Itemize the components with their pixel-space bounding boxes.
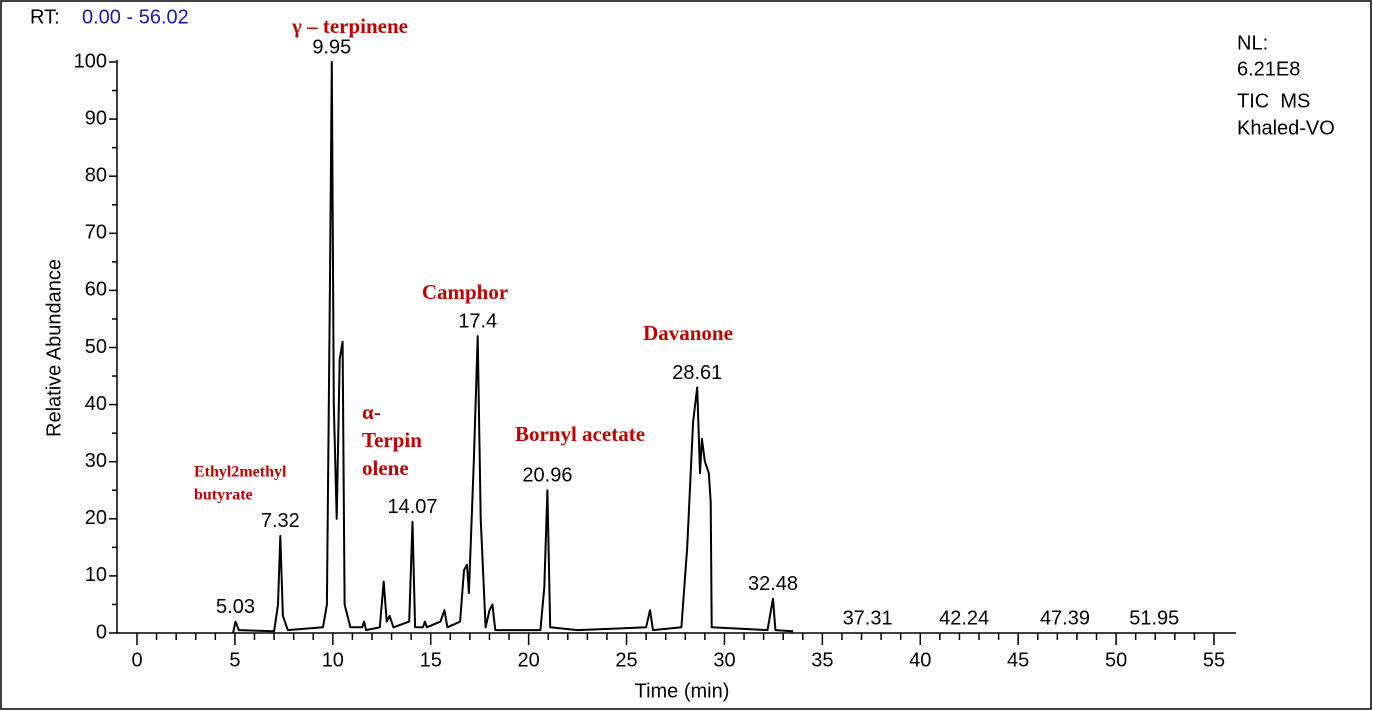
peak-label: 20.96 (522, 465, 572, 487)
x-tick-label: 40 (909, 649, 931, 671)
rt-label: RT: (30, 6, 60, 28)
compound-label: Terpin (362, 428, 422, 452)
info-line: NL: (1237, 32, 1268, 54)
x-axis-label: Time (min) (635, 680, 730, 702)
x-tick-label: 0 (131, 649, 142, 671)
y-tick-label: 100 (74, 50, 107, 72)
compound-label: butyrate (194, 487, 253, 504)
peak-label: 7.32 (261, 510, 300, 532)
y-tick-label: 60 (85, 279, 107, 301)
x-tick-label: 25 (615, 649, 637, 671)
compound-label: γ – terpinene (291, 14, 408, 38)
peak-label: 28.61 (672, 362, 722, 384)
x-tick-label: 55 (1203, 649, 1225, 671)
info-line: 6.21E8 (1237, 58, 1300, 80)
compound-label: Bornyl acetate (515, 422, 645, 446)
info-line: TIC MS (1237, 90, 1310, 112)
y-tick-label: 40 (85, 393, 107, 415)
y-tick-label: 80 (85, 164, 107, 186)
peak-label: 14.07 (387, 496, 437, 518)
y-tick-label: 90 (85, 107, 107, 129)
y-tick-label: 20 (85, 507, 107, 529)
y-tick-label: 70 (85, 222, 107, 244)
x-tick-label: 30 (713, 649, 735, 671)
peak-label: 51.95 (1129, 607, 1179, 629)
peak-label: 5.03 (216, 596, 255, 618)
trace (232, 61, 794, 634)
compound-label: α- (362, 400, 381, 424)
compound-label: olene (362, 456, 409, 480)
peak-label: 37.31 (843, 607, 893, 629)
x-tick-label: 45 (1007, 649, 1029, 671)
x-tick-label: 35 (811, 649, 833, 671)
peak-label: 47.39 (1040, 607, 1090, 629)
compound-label: Davanone (643, 321, 733, 345)
compound-label: Ethyl2methyl (194, 464, 287, 481)
y-tick-label: 0 (96, 621, 107, 643)
peak-label: 42.24 (939, 607, 989, 629)
rt-range: 0.00 - 56.02 (82, 6, 189, 28)
peak-label: 9.95 (312, 36, 351, 58)
y-tick-label: 10 (85, 564, 107, 586)
y-tick-label: 30 (85, 450, 107, 472)
peak-label: 17.4 (458, 310, 497, 332)
x-tick-label: 50 (1105, 649, 1127, 671)
x-tick-label: 10 (322, 649, 344, 671)
x-tick-label: 5 (229, 649, 240, 671)
y-axis-label: Relative Abundance (43, 259, 65, 437)
x-tick-label: 20 (518, 649, 540, 671)
y-tick-label: 50 (85, 336, 107, 358)
info-line: Khaled-VO (1237, 117, 1335, 139)
compound-label: Camphor (422, 280, 508, 304)
peak-label: 32.48 (748, 573, 798, 595)
x-tick-label: 15 (420, 649, 442, 671)
